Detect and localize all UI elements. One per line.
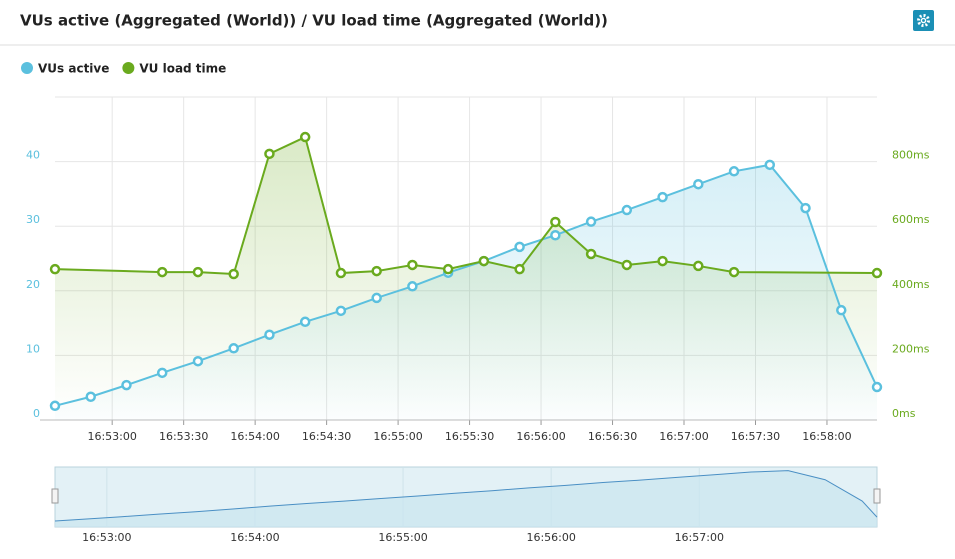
point: [371, 265, 382, 277]
series-area: [55, 137, 877, 420]
x-tick-label: 16:58:00: [802, 430, 851, 443]
point: [335, 305, 347, 317]
point: [550, 216, 561, 228]
point: [550, 229, 561, 241]
point: [621, 204, 633, 216]
point: [192, 355, 204, 367]
point: [585, 248, 597, 260]
navigator-tick-label: 16:53:00: [82, 531, 131, 544]
point: [371, 292, 382, 304]
point: [657, 255, 668, 267]
y-tick-label: 10: [26, 342, 40, 355]
y2-tick-label: 400ms: [892, 278, 930, 291]
y2-tick-label: 200ms: [892, 342, 930, 355]
x-tick-label: 16:53:00: [87, 430, 136, 443]
navigator-tick-label: 16:57:00: [675, 531, 724, 544]
point: [728, 266, 740, 278]
y-tick-label: 30: [26, 213, 40, 226]
point: [228, 268, 239, 280]
point: [156, 266, 168, 278]
point: [800, 202, 811, 214]
point: [871, 267, 883, 279]
point: [407, 281, 418, 292]
series-line: [54, 163, 878, 407]
navigator-handle[interactable]: [51, 488, 59, 504]
point: [514, 263, 525, 275]
navigator-handle[interactable]: [873, 488, 881, 504]
point: [585, 216, 597, 227]
chart-title: VUs active (Aggregated (World)) / VU loa…: [20, 12, 608, 30]
y-tick-label: 20: [26, 278, 40, 291]
point: [693, 178, 704, 190]
point: [156, 367, 168, 379]
point: [192, 266, 204, 278]
point: [335, 267, 347, 279]
point: [657, 191, 668, 203]
x-tick-label: 16:57:30: [731, 430, 780, 443]
navigator-tick-label: 16:56:00: [526, 531, 575, 544]
point: [442, 263, 454, 275]
x-tick-label: 16:53:30: [159, 430, 208, 443]
point: [264, 329, 275, 340]
x-tick-label: 16:55:00: [373, 430, 422, 443]
x-tick-label: 16:57:00: [659, 430, 708, 443]
point: [728, 166, 740, 177]
y2-tick-label: 0ms: [892, 407, 916, 420]
x-tick-label: 16:55:30: [445, 430, 494, 443]
point: [49, 400, 61, 412]
point: [228, 343, 239, 354]
legend-marker: [21, 62, 33, 74]
x-tick-label: 16:54:30: [302, 430, 351, 443]
point: [121, 379, 132, 391]
x-tick-label: 16:54:00: [230, 430, 279, 443]
point: [299, 131, 311, 143]
navigator-tick-label: 16:54:00: [230, 531, 279, 544]
legend-label: VUs active: [38, 62, 109, 76]
point: [764, 159, 776, 171]
point: [621, 259, 633, 271]
y-tick-label: 40: [26, 149, 40, 162]
point: [836, 304, 847, 316]
navigator-line: [54, 470, 878, 522]
y2-tick-label: 600ms: [892, 213, 930, 226]
navigator-tick-label: 16:55:00: [378, 531, 427, 544]
point: [49, 263, 61, 275]
point: [514, 241, 525, 253]
point: [407, 259, 418, 271]
legend-label: VU load time: [139, 62, 226, 76]
point: [693, 260, 704, 272]
legend-marker: [122, 62, 135, 74]
x-tick-label: 16:56:00: [516, 430, 565, 443]
gear-icon: [917, 14, 930, 27]
point: [264, 148, 275, 160]
gear-icon: [922, 19, 925, 22]
y-tick-label: 0: [33, 407, 40, 420]
y2-tick-label: 800ms: [892, 149, 930, 162]
point: [299, 316, 311, 328]
navigator-area: [55, 470, 877, 527]
x-tick-label: 16:56:30: [588, 430, 637, 443]
point: [871, 381, 883, 393]
point: [85, 391, 96, 402]
point: [478, 255, 490, 267]
